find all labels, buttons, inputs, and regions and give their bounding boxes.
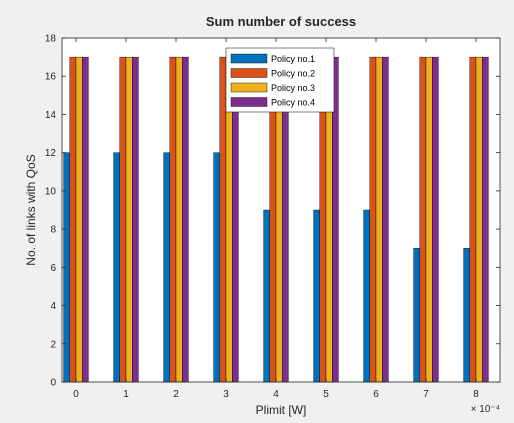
x-tick-label: 5: [323, 389, 329, 400]
bar-3-group-2: [175, 56, 183, 383]
bar-2-group-8: [469, 56, 477, 383]
legend-label-3: Policy no.3: [271, 83, 315, 93]
y-tick-label: 2: [50, 339, 56, 350]
bar-2-group-0: [69, 56, 77, 383]
bar-2-group-1: [119, 56, 127, 383]
axes-box: [61, 37, 501, 383]
bar-1-group-2: [163, 152, 171, 383]
x-tick-label: 3: [223, 389, 229, 400]
bar-1-group-4: [263, 209, 271, 383]
bar-1-group-8: [463, 248, 471, 383]
x-tick-label: 6: [373, 389, 379, 400]
bar-4-group-0: [81, 56, 89, 383]
bar-3-group-7: [425, 56, 433, 383]
y-tick-label: 18: [45, 34, 57, 45]
legend-swatch-4: [230, 97, 268, 107]
legend: Policy no.1 Policy no.2 Policy no.3 Policy …: [225, 47, 335, 113]
x-axis-exponent: × 10⁻⁴: [471, 404, 500, 415]
legend-swatch-3: [230, 82, 268, 93]
bar-4-group-1: [131, 56, 139, 383]
bar-1-group-6: [363, 209, 371, 383]
bar-1-group-1: [113, 152, 120, 383]
y-tick-label: 0: [50, 378, 56, 389]
bar-3-group-1: [125, 56, 133, 383]
bar-2-group-2: [169, 56, 177, 383]
bar-3-group-0: [75, 56, 83, 383]
legend-label-2: Policy no.2: [271, 69, 315, 79]
x-tick-label: 7: [423, 389, 429, 400]
bar-1-group-5: [313, 209, 321, 383]
y-tick-label: 12: [45, 148, 57, 159]
bar-3-group-8: [475, 56, 483, 383]
bar-1-group-3: [213, 152, 221, 383]
x-tick-label: 8: [473, 389, 479, 400]
y-tick-label: 10: [45, 186, 57, 197]
legend-label-1: Policy no.1: [271, 54, 315, 64]
y-axis-label: No. of links with QoS: [24, 154, 38, 265]
chart-title: Sum number of success: [206, 14, 356, 29]
y-tick-label: 6: [50, 263, 56, 274]
x-tick-label: 4: [273, 389, 279, 400]
y-tick-label: 4: [50, 301, 56, 312]
bar-2-group-7: [419, 56, 427, 383]
legend-swatch-1: [230, 53, 268, 64]
y-tick-label: 8: [50, 225, 56, 236]
legend-swatch-2: [230, 68, 268, 78]
bar-4-group-8: [482, 56, 489, 383]
y-tick-label: 16: [45, 72, 57, 83]
x-tick-label: 1: [123, 389, 129, 400]
bar-4-group-6: [382, 56, 389, 383]
y-tick-label: 14: [45, 110, 57, 121]
bar-3-group-6: [375, 56, 383, 383]
bar-4-group-7: [432, 56, 439, 383]
x-axis-label: Plimit [W]: [256, 403, 307, 417]
bar-1-group-7: [413, 248, 421, 383]
bar-2-group-6: [369, 56, 377, 383]
bar-2-group-3: [219, 56, 227, 383]
x-tick-label: 0: [73, 389, 79, 400]
bar-4-group-2: [181, 56, 189, 383]
x-tick-label: 2: [173, 389, 179, 400]
legend-label-4: Policy no.4: [271, 98, 315, 108]
